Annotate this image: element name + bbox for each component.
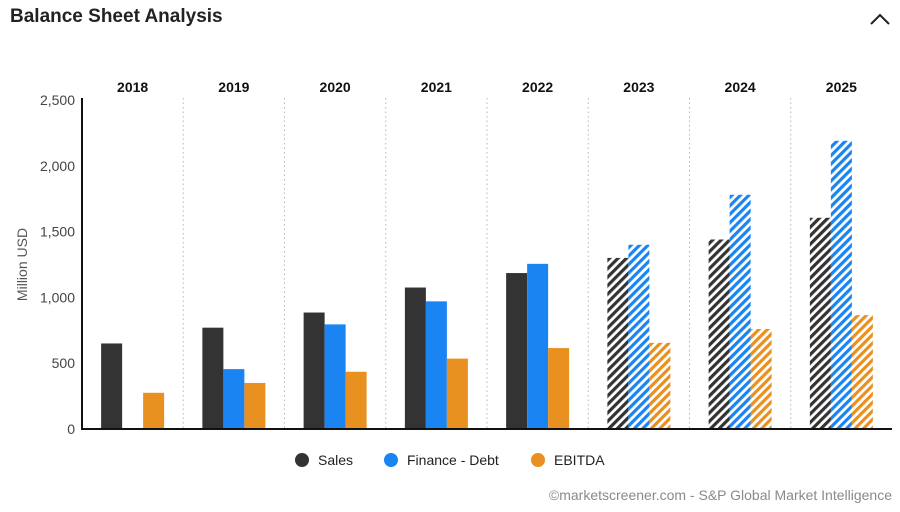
bar-debt-2023[interactable] [628,244,650,429]
y-tick-label: 500 [52,355,76,371]
legend-item-finance-debt[interactable]: Finance - Debt [384,452,499,468]
y-tick-label: 0 [67,421,75,437]
chart-legend: Sales Finance - Debt EBITDA [0,452,900,474]
source-credit: ©marketscreener.com - S&P Global Market … [548,487,892,503]
legend-label-sales: Sales [318,452,354,468]
y-tick-label: 1,500 [40,224,75,240]
bar-sales-2024[interactable] [708,239,730,429]
bar-ebitda-2020[interactable] [345,371,367,429]
x-category-label: 2022 [522,79,553,95]
legend-label-finance-debt: Finance - Debt [407,452,499,468]
bar-ebitda-2025[interactable] [851,315,873,429]
bar-sales-2025[interactable] [809,217,831,429]
bar-ebitda-2024[interactable] [750,328,772,429]
x-category-label: 2025 [826,79,857,95]
bar-debt-2019[interactable] [223,369,245,429]
bar-chart: 0 500 1,000 1,500 2,000 2,500 Million USD 2018 2… [14,79,892,437]
x-category-label: 2023 [623,79,654,95]
y-tick-label: 2,000 [40,158,75,174]
bar-sales-2020[interactable] [303,312,325,429]
legend-swatch-sales [295,453,309,467]
bar-debt-2021[interactable] [425,301,447,429]
x-category-label: 2019 [218,79,249,95]
collapse-button[interactable] [866,6,894,30]
bar-debt-2024[interactable] [729,194,751,429]
y-tick-label: 2,500 [40,92,75,108]
x-category-label: 2021 [421,79,452,95]
y-tick-label: 1,000 [40,289,75,305]
bar-debt-2025[interactable] [830,140,852,429]
bar-debt-2020[interactable] [324,324,346,429]
bar-ebitda-2018[interactable] [143,392,165,429]
bar-sales-2023[interactable] [607,257,629,429]
legend-item-sales[interactable]: Sales [295,452,353,468]
page-title: Balance Sheet Analysis [10,6,223,27]
legend-swatch-ebitda [531,453,545,467]
legend-swatch-finance-debt [384,453,398,467]
x-category-label: 2020 [320,79,351,95]
bar-ebitda-2021[interactable] [446,358,468,429]
legend-label-ebitda: EBITDA [554,452,605,468]
y-axis-label: Million USD [14,228,30,301]
bar-sales-2022[interactable] [506,273,528,429]
bar-debt-2022[interactable] [527,263,549,429]
bar-sales-2021[interactable] [404,287,426,429]
bar-ebitda-2022[interactable] [548,348,570,429]
x-category-label: 2024 [725,79,756,95]
chevron-up-icon [870,13,890,25]
bar-sales-2018[interactable] [101,343,123,429]
x-category-label: 2018 [117,79,148,95]
bar-ebitda-2019[interactable] [244,382,266,429]
legend-item-ebitda[interactable]: EBITDA [531,452,605,468]
bar-sales-2019[interactable] [202,327,224,429]
bar-ebitda-2023[interactable] [649,342,671,429]
